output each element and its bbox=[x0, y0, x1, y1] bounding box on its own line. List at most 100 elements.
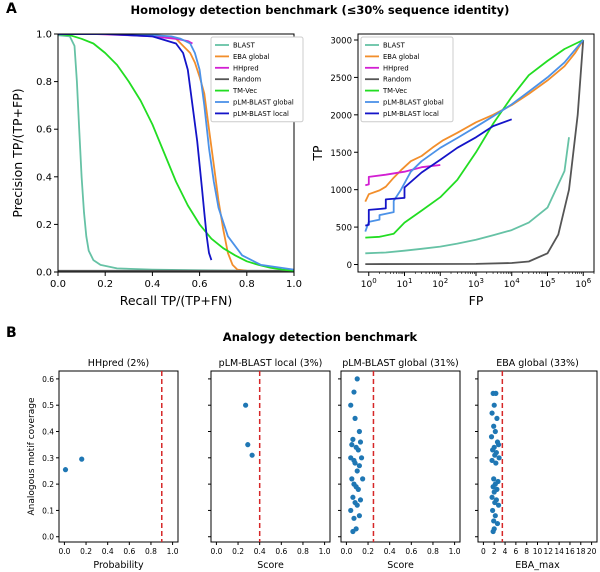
scatter-point bbox=[491, 518, 497, 524]
series-line-random bbox=[365, 39, 585, 266]
scatter-point bbox=[489, 410, 495, 416]
axes-frame bbox=[57, 33, 295, 273]
scatter-point bbox=[357, 497, 364, 503]
precision-recall-chart: 0.0 0.2 0.4 0.6 0.8 1.0 0.0 0.2 0.4 0.6 0.8 1.0 Reca… bbox=[10, 30, 304, 308]
scatter-point bbox=[490, 484, 496, 490]
scatter-point bbox=[491, 423, 497, 429]
analogy-subplot-3: 0.0 0.2 0.4 0.6 0.8 1.0 pLM-BLAST global (31%)… bbox=[338, 358, 461, 571]
scatter-point bbox=[494, 415, 500, 421]
scatter-point bbox=[351, 515, 357, 521]
scatter-point bbox=[491, 489, 497, 495]
scatter-point bbox=[492, 513, 498, 519]
x-tick-label: 0.8 bbox=[427, 547, 439, 556]
y-tick-label: 0.5 bbox=[42, 401, 54, 410]
scatter-point bbox=[249, 452, 255, 458]
y-tick-label: 500 bbox=[336, 224, 352, 234]
series-line-tm-vec bbox=[365, 39, 584, 239]
x-tick-label: 104 bbox=[504, 277, 520, 290]
y-tick-label: 0.0 bbox=[42, 533, 54, 542]
tp-fp-chart: 100 101 102 103 104 105 106 0 500 1000 1500 2000 250… bbox=[310, 33, 595, 308]
scatter-point bbox=[489, 494, 495, 500]
x-tick-label: 20 bbox=[587, 547, 597, 556]
x-axis-label: Score bbox=[387, 560, 414, 571]
axes-frame bbox=[210, 370, 331, 543]
x-tick-label: 103 bbox=[468, 277, 484, 290]
scatter-point bbox=[349, 442, 355, 448]
series-line-blast bbox=[365, 137, 570, 255]
plot-area bbox=[58, 34, 294, 272]
x-tick-label: 0.0 bbox=[50, 279, 66, 290]
legend-label-random: Random bbox=[233, 76, 262, 84]
series-line-hhpred bbox=[365, 164, 441, 187]
legend-label-hhpred: HHpred bbox=[233, 64, 259, 72]
x-tick-label: 16 bbox=[565, 547, 575, 556]
panel-b-letter: B bbox=[6, 325, 17, 341]
y-tick-label: 0.0 bbox=[36, 268, 52, 279]
x-tick-label: 14 bbox=[554, 547, 564, 556]
panel-b-title: Analogy detection benchmark bbox=[223, 330, 418, 344]
scatter-point bbox=[357, 439, 364, 445]
y-tick-label: 0.2 bbox=[42, 480, 54, 489]
x-axis-label: Score bbox=[257, 560, 284, 571]
x-tick-label: 0 bbox=[481, 547, 486, 556]
scatter-point bbox=[358, 455, 365, 461]
scatter-point bbox=[492, 428, 498, 435]
legend-box bbox=[360, 36, 454, 123]
x-tick-label: 0.0 bbox=[210, 547, 222, 556]
scatter-point bbox=[348, 402, 354, 408]
analogy-subplot-4: 0 2 4 6 8 10 12 14 16 18 20 EBA global (33%) EBA_max bbox=[475, 358, 598, 571]
scatter-point bbox=[495, 442, 502, 448]
y-axis-label: Precision TP/(TP+FP) bbox=[10, 88, 25, 217]
scatter-point bbox=[355, 486, 361, 492]
x-tick-label: 105 bbox=[540, 277, 556, 290]
scatter-point bbox=[493, 390, 499, 396]
scatter-point bbox=[488, 434, 495, 440]
x-tick-label: 0.4 bbox=[384, 547, 396, 556]
y-tick-label: 0.2 bbox=[36, 220, 52, 231]
x-tick-label: 2 bbox=[492, 547, 497, 556]
y-tick-label: 3000 bbox=[330, 36, 352, 46]
axes-frame bbox=[340, 370, 461, 543]
y-tick-label: 2500 bbox=[330, 74, 352, 84]
scatter-point bbox=[491, 402, 497, 408]
legend-label-blast: BLAST bbox=[383, 42, 406, 50]
x-tick-label: 18 bbox=[576, 547, 586, 556]
x-tick-label: 0.0 bbox=[58, 547, 70, 556]
y-tick-label: 0.4 bbox=[36, 172, 52, 183]
x-tick-label: 0.4 bbox=[102, 547, 114, 556]
scatter-point bbox=[354, 468, 360, 474]
scatter-point bbox=[348, 507, 354, 514]
x-tick-label: 0.8 bbox=[239, 279, 255, 290]
scatter-point bbox=[243, 402, 249, 408]
analogy-subplot-2: 0.0 0.2 0.4 0.6 0.8 1.0 pLM-BLAST local (3%) Sc… bbox=[208, 358, 331, 571]
scatter-point bbox=[245, 442, 251, 448]
x-tick-label: 0.6 bbox=[192, 279, 208, 290]
x-tick-label: 0.2 bbox=[97, 279, 113, 290]
legend-label-plm-blast-global: pLM-BLAST global bbox=[383, 99, 444, 107]
x-tick-label: 102 bbox=[432, 277, 448, 290]
y-axis-label: TP bbox=[310, 145, 325, 162]
y-tick-label: 1.0 bbox=[36, 30, 52, 41]
analogy-charts: 0.0 0.2 0.4 0.6 0.8 1.0 0.0 0.1 0.2 0.3 0.4 0.5 0.6 A… bbox=[27, 358, 598, 571]
subplot-title: EBA global (33%) bbox=[496, 358, 579, 369]
x-tick-label: 0.6 bbox=[405, 547, 417, 556]
legend-label-tm-vec: TM-Vec bbox=[382, 87, 407, 95]
scatter-point bbox=[62, 467, 69, 473]
scatter-point bbox=[356, 513, 362, 519]
x-tick-label: 106 bbox=[575, 277, 591, 290]
scatter-point bbox=[490, 447, 496, 453]
scatter-point bbox=[496, 455, 502, 461]
scatter-point bbox=[355, 447, 361, 453]
y-tick-label: 0.6 bbox=[42, 375, 54, 384]
x-tick-label: 0.2 bbox=[80, 547, 92, 556]
scatter-point bbox=[79, 456, 85, 462]
legend-label-plm-blast-local: pLM-BLAST local bbox=[383, 110, 439, 118]
scatter-point bbox=[350, 436, 356, 442]
x-tick-label: 0.2 bbox=[362, 547, 374, 556]
scatter-point bbox=[354, 376, 360, 382]
scatter-point bbox=[495, 502, 502, 508]
y-tick-label: 0.3 bbox=[42, 454, 54, 463]
scatter-point bbox=[490, 528, 496, 535]
x-tick-label: 0.6 bbox=[123, 547, 135, 556]
series-line-plm-blast-local bbox=[365, 118, 513, 227]
